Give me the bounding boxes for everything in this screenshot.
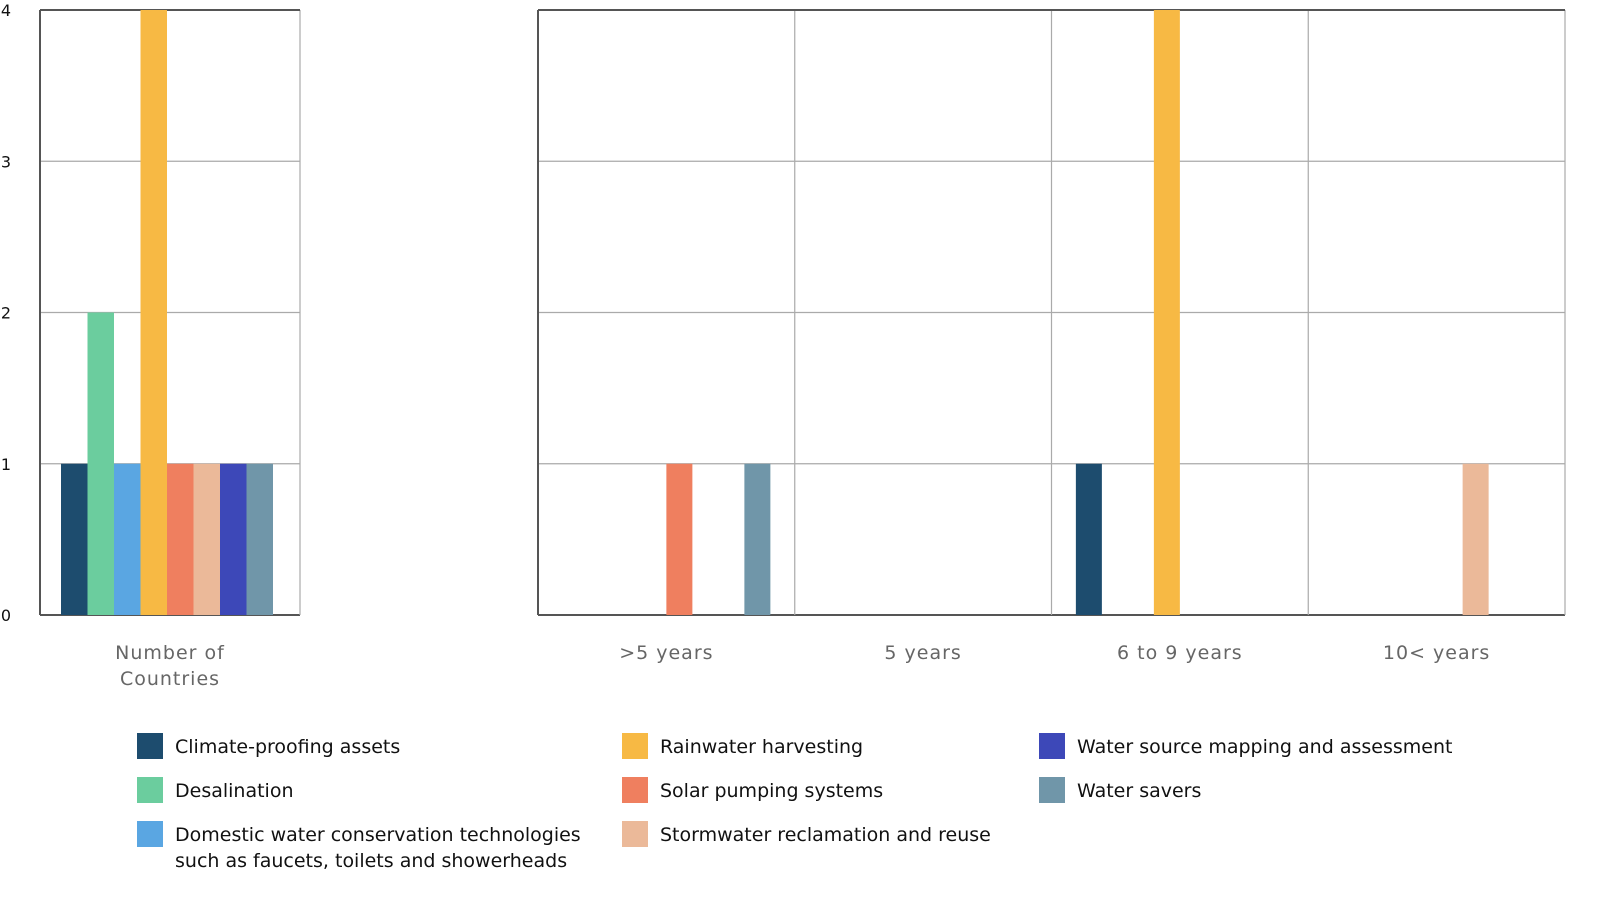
x-category-label: >5 years bbox=[619, 642, 713, 664]
y-tick-label: 2 bbox=[1, 304, 11, 323]
y-tick-label: 1 bbox=[1, 455, 11, 474]
x-category-label: 5 years bbox=[884, 642, 961, 664]
legend-swatch bbox=[622, 821, 648, 847]
legend-label: Stormwater reclamation and reuse bbox=[660, 824, 991, 846]
x-category-label: 6 to 9 years bbox=[1117, 642, 1243, 664]
legend-label: Climate-proofing assets bbox=[175, 736, 400, 758]
bar bbox=[114, 463, 141, 615]
legend-swatch bbox=[622, 777, 648, 803]
legend: Climate-proofing assets Desalination Domes… bbox=[137, 733, 1452, 872]
legend-swatch bbox=[1039, 733, 1065, 759]
y-tick-label: 4 bbox=[1, 1, 11, 20]
bar bbox=[167, 463, 194, 615]
legend-swatch bbox=[1039, 777, 1065, 803]
legend-label: Desalination bbox=[175, 780, 294, 802]
bar bbox=[1075, 463, 1102, 615]
legend-label: Domestic water conservation technologies… bbox=[175, 824, 581, 872]
legend-swatch bbox=[137, 821, 163, 847]
bar bbox=[1153, 10, 1180, 615]
x-category-label: Number of Countries bbox=[115, 642, 225, 690]
legend-swatch bbox=[137, 733, 163, 759]
legend-label: Solar pumping systems bbox=[660, 780, 883, 802]
legend-swatch bbox=[137, 777, 163, 803]
bar bbox=[140, 10, 167, 615]
bar bbox=[666, 463, 693, 615]
legend-label: Rainwater harvesting bbox=[660, 736, 863, 758]
bar bbox=[220, 463, 247, 615]
legend-label: Water savers bbox=[1077, 780, 1201, 802]
bar bbox=[61, 463, 88, 615]
y-tick-label: 3 bbox=[1, 152, 11, 171]
chart-panel-2: >5 years 5 years 6 to 9 years 10< years bbox=[537, 9, 1566, 664]
legend-swatch bbox=[622, 733, 648, 759]
bar bbox=[1462, 463, 1489, 615]
bar bbox=[246, 463, 273, 615]
bar bbox=[744, 463, 771, 615]
bar bbox=[87, 312, 114, 615]
x-category-label: 10< years bbox=[1383, 642, 1490, 664]
legend-label: Water source mapping and assessment bbox=[1077, 736, 1452, 758]
chart-panel-1: 0 1 2 3 4 Number of Countries bbox=[1, 1, 301, 690]
y-tick-label: 0 bbox=[1, 606, 11, 625]
bar bbox=[193, 463, 220, 615]
